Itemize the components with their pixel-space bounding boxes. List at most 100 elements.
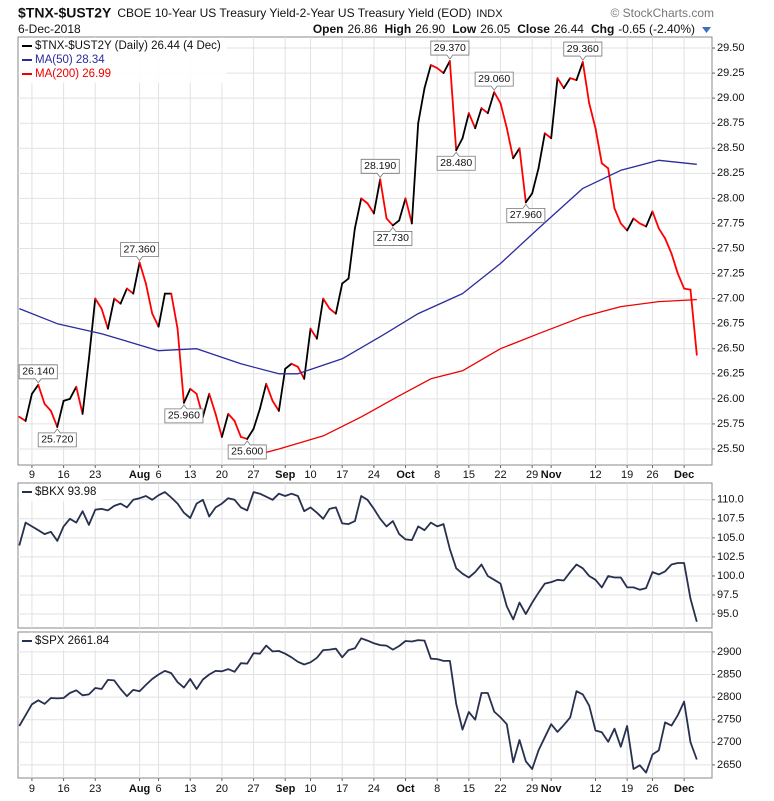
price-segment xyxy=(683,287,692,291)
price-segment xyxy=(588,102,597,130)
price-segment xyxy=(670,252,679,275)
price-segment xyxy=(657,227,667,240)
price-segment xyxy=(404,197,413,225)
legend-label: $TNX-$UST2Y (Daily) 26.44 (4 Dec) xyxy=(35,40,221,52)
series-line xyxy=(19,159,697,375)
price-segment xyxy=(480,107,489,115)
price-segment xyxy=(284,362,293,370)
price-segment xyxy=(600,162,610,170)
price-segment xyxy=(126,287,135,295)
price-segment xyxy=(24,392,33,422)
price-segment xyxy=(31,383,40,395)
x-tick-label: 12 xyxy=(589,783,601,795)
price-segment xyxy=(493,91,502,105)
price-segment xyxy=(594,127,603,165)
price-segment xyxy=(372,178,382,215)
y-tick-label: 2800 xyxy=(717,691,741,703)
price-segment xyxy=(581,61,591,105)
price-segment xyxy=(347,227,356,280)
price-segment xyxy=(512,147,521,160)
legend: $SPX 2661.84 xyxy=(19,633,116,650)
y-tick-label: 110.0 xyxy=(717,494,744,506)
plot-area xyxy=(17,631,713,779)
legend: $TNX-$UST2Y (Daily) 26.44 (4 Dec) MA(50) … xyxy=(19,38,227,83)
price-segment xyxy=(569,77,578,82)
y-tick-label: 2700 xyxy=(717,736,741,748)
y-tick-label: 26.75 xyxy=(717,318,745,330)
price-segment xyxy=(524,192,534,204)
annotation-label: 29.370 xyxy=(434,42,466,54)
x-tick-label: 26 xyxy=(646,469,658,481)
price-segment xyxy=(334,282,344,315)
price-segment xyxy=(461,112,470,140)
x-tick-label: 27 xyxy=(247,783,259,795)
price-segment xyxy=(385,217,394,227)
price-segment xyxy=(220,412,230,438)
price-segment xyxy=(183,387,192,404)
stat-value: 26.90 xyxy=(415,22,445,36)
annotation-label: 29.360 xyxy=(567,43,599,55)
price-segment xyxy=(119,287,128,305)
price-segment xyxy=(88,297,97,360)
price-segment xyxy=(145,282,154,315)
annotation-box xyxy=(120,242,160,262)
y-tick-label: 26.50 xyxy=(717,343,745,355)
x-tick-label: 23 xyxy=(89,469,101,481)
x-tick-label: Sep xyxy=(275,783,295,795)
annotation-label: 25.720 xyxy=(41,434,73,446)
x-tick-label: 15 xyxy=(463,783,475,795)
annotation-box xyxy=(474,71,514,91)
annotation-box xyxy=(436,151,476,171)
x-tick-label: Oct xyxy=(396,469,415,481)
price-segment xyxy=(113,297,122,305)
x-tick-label: Aug xyxy=(129,783,150,795)
legend-label: MA(200) 26.99 xyxy=(35,68,111,80)
x-tick-label: Sep xyxy=(275,469,295,481)
price-segment xyxy=(258,382,268,410)
description: CBOE 10-Year US Treasury Yield-2-Year US… xyxy=(117,6,471,20)
price-segment xyxy=(398,197,407,222)
legend-label: $SPX 2661.84 xyxy=(35,635,110,647)
price-segment xyxy=(626,217,635,232)
annotation-label: 25.600 xyxy=(231,446,263,458)
price-segment xyxy=(176,327,185,404)
price-segment xyxy=(651,210,660,230)
legend-box xyxy=(19,633,116,650)
annotation-label: 27.360 xyxy=(124,243,156,255)
price-segment xyxy=(18,415,27,422)
price-segment xyxy=(391,219,401,227)
x-tick-label: Nov xyxy=(541,469,563,481)
stat-label: Low xyxy=(452,22,477,36)
price-segment xyxy=(645,210,654,228)
price-segment xyxy=(341,277,350,285)
x-tick-label: 8 xyxy=(434,469,440,481)
symbol: $TNX-$UST2Y xyxy=(18,5,112,21)
price-segment xyxy=(214,412,223,438)
change-arrow xyxy=(702,27,711,33)
price-segment xyxy=(448,60,458,152)
price-segment xyxy=(309,327,318,340)
price-segment xyxy=(518,147,527,204)
price-segment xyxy=(81,357,90,415)
x-tick-label: 26 xyxy=(646,783,658,795)
annotation-box xyxy=(164,404,204,424)
y-tick-label: 28.50 xyxy=(717,142,745,154)
price-segment xyxy=(613,207,622,225)
price-segment xyxy=(138,261,147,285)
price-segment xyxy=(62,397,71,402)
y-tick-label: 2750 xyxy=(717,714,741,726)
price-segment xyxy=(56,399,65,428)
x-tick-label: 13 xyxy=(184,783,196,795)
x-tick-label: 8 xyxy=(434,783,440,795)
price-segment xyxy=(486,91,496,115)
price-segment xyxy=(75,385,84,415)
x-tick-label: 27 xyxy=(247,469,259,481)
x-tick-label: 20 xyxy=(216,783,228,795)
annotation-label: 29.060 xyxy=(478,73,510,85)
price-segment xyxy=(474,107,483,130)
y-tick-label: 107.5 xyxy=(717,513,745,525)
x-tick-label: 19 xyxy=(621,783,633,795)
price-segment xyxy=(328,307,337,315)
annotation-label: 27.960 xyxy=(510,209,542,221)
